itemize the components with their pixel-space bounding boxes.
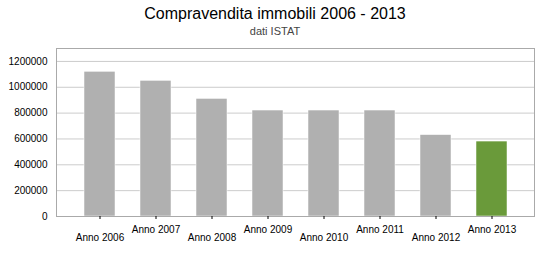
svg-text:Anno 2006: Anno 2006 — [76, 232, 125, 243]
html-text:Compravendita immobili 2006 -: Compravendita immobili 2006 - 2013 — [144, 5, 406, 22]
svg-text:Anno 2013: Anno 2013 — [468, 224, 517, 235]
svg-text:Anno 2008: Anno 2008 — [188, 232, 237, 243]
svg-text:Anno 2009: Anno 2009 — [244, 224, 293, 235]
html-text:dati ISTAT: dati ISTAT — [249, 25, 301, 37]
svg-text:200000: 200000 — [14, 185, 48, 196]
svg-text:600000: 600000 — [14, 133, 48, 144]
svg-text:400000: 400000 — [14, 159, 48, 170]
svg-text:Anno 2007: Anno 2007 — [132, 224, 181, 235]
svg-text:Anno 2010: Anno 2010 — [300, 232, 349, 243]
svg-text:1200000: 1200000 — [9, 56, 48, 67]
svg-text:Anno 2011: Anno 2011 — [356, 224, 404, 235]
svg-text:0: 0 — [42, 211, 48, 222]
svg-text:Anno 2012: Anno 2012 — [412, 232, 461, 243]
svg-text:1000000: 1000000 — [9, 81, 48, 92]
svg-text:800000: 800000 — [14, 107, 48, 118]
